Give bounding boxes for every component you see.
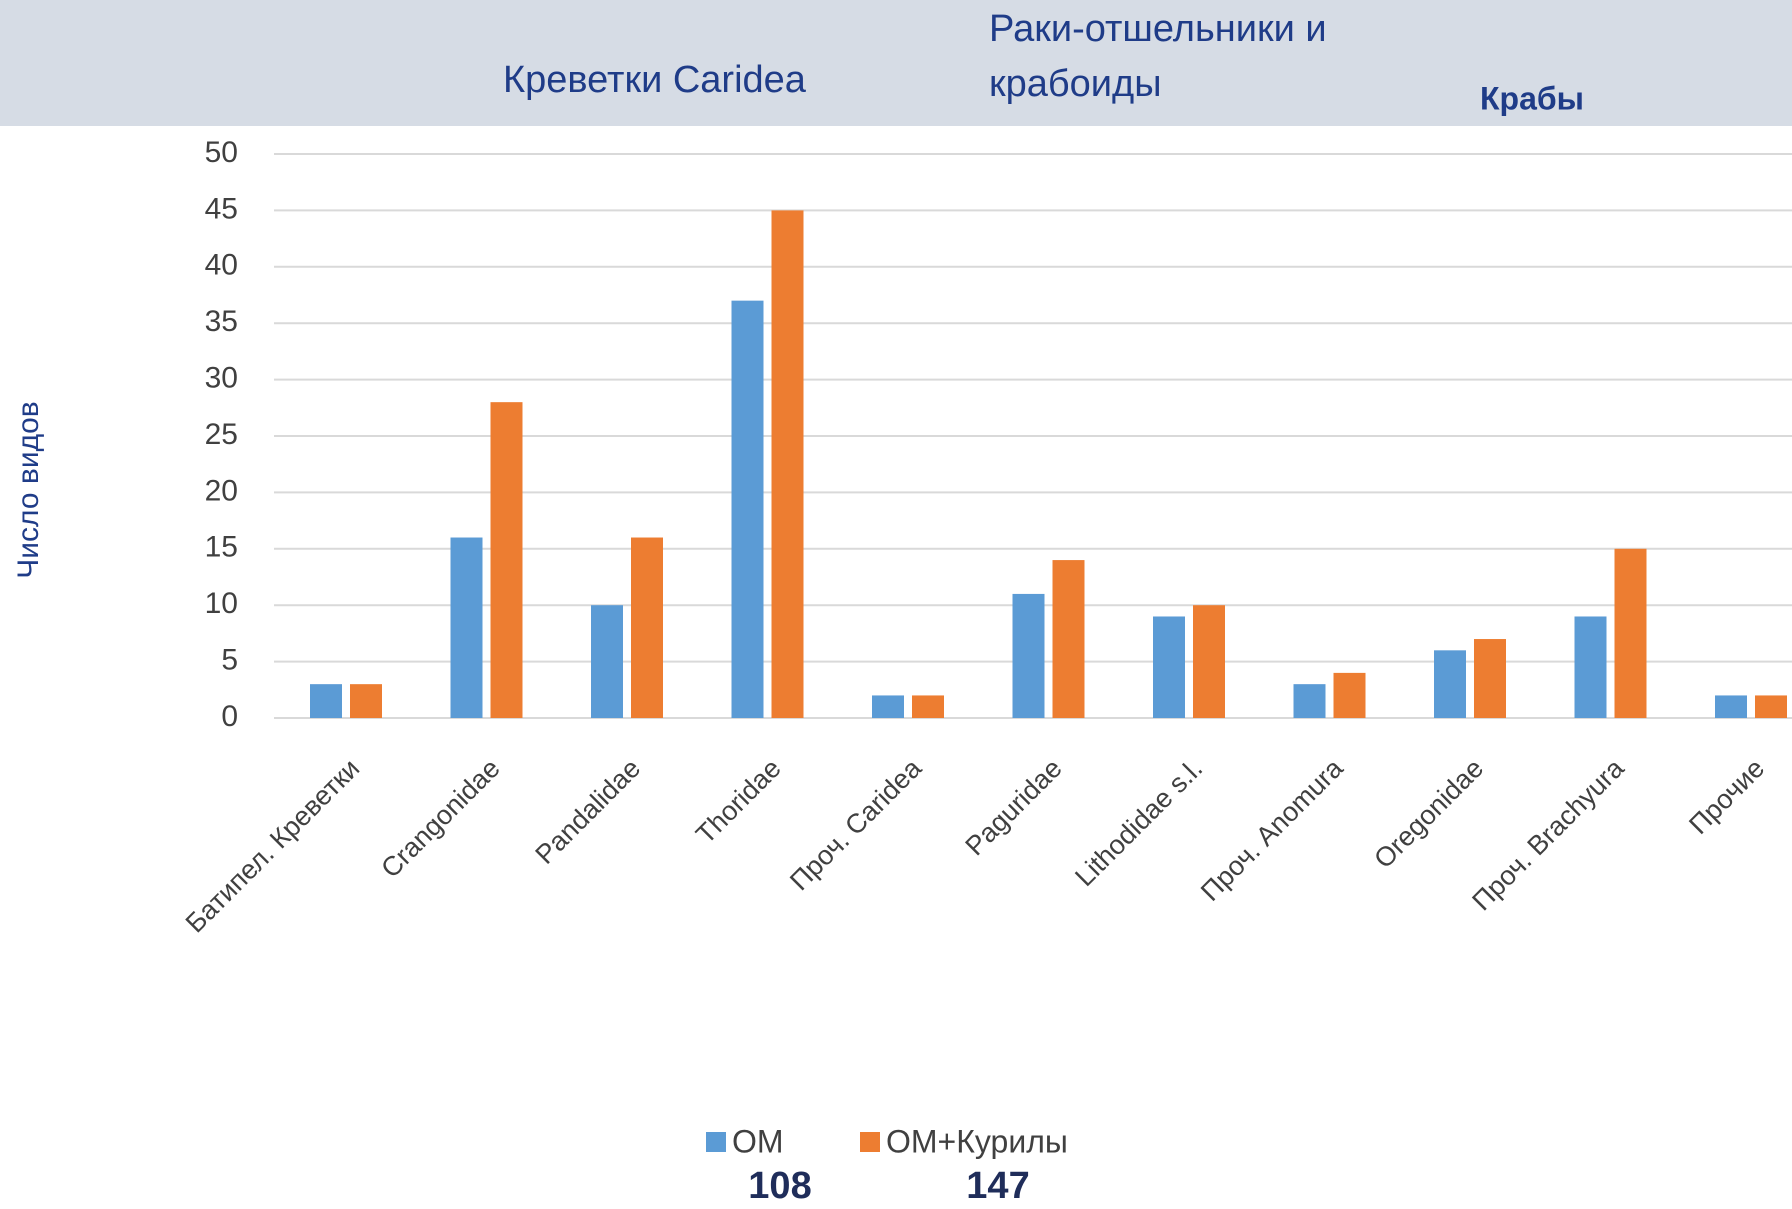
legend-label: ОМ xyxy=(732,1123,784,1159)
bar xyxy=(310,684,342,718)
x-tick-label: Проч. Anomura xyxy=(1195,752,1349,906)
x-tick-label: Прочие xyxy=(1683,753,1770,840)
y-tick-label: 50 xyxy=(205,136,238,169)
bar xyxy=(912,695,944,718)
x-tick-label: Lithodidae s.l. xyxy=(1069,753,1208,892)
legend-label: ОМ+Курилы xyxy=(886,1123,1068,1159)
y-axis-label: Число видов xyxy=(12,401,45,578)
chart: Число видов Креветки Caridea Раки-отшельн… xyxy=(0,0,1792,1209)
x-tick-label: Thoridae xyxy=(690,753,787,850)
y-tick-label: 20 xyxy=(205,474,238,507)
bar xyxy=(1193,605,1225,718)
bar xyxy=(1153,616,1185,718)
x-tick-label: Oregonidae xyxy=(1368,753,1489,874)
x-tick-label: Проч. Brachyura xyxy=(1466,752,1630,916)
bar xyxy=(1053,560,1085,718)
bar xyxy=(1575,616,1607,718)
bar xyxy=(1474,639,1506,718)
total-label: 147 xyxy=(966,1165,1029,1207)
y-tick-label: 15 xyxy=(205,531,238,564)
y-tick-label: 40 xyxy=(205,249,238,282)
y-tick-label: 30 xyxy=(205,362,238,395)
total-label: 108 xyxy=(748,1165,811,1207)
bar xyxy=(772,210,804,718)
bar xyxy=(872,695,904,718)
y-tick-label: 35 xyxy=(205,305,238,338)
legend-swatch xyxy=(706,1132,726,1152)
x-tick-label: Батипел. Креветки xyxy=(180,753,365,938)
group-label: Крабы xyxy=(1480,80,1584,116)
x-tick-label: Paguridae xyxy=(960,753,1068,861)
group-label: Креветки Caridea xyxy=(503,59,807,101)
y-tick-label: 45 xyxy=(205,192,238,225)
y-tick-label: 25 xyxy=(205,418,238,451)
group-label: крабоиды xyxy=(989,63,1162,105)
bar xyxy=(1013,594,1045,718)
bar xyxy=(1615,549,1647,718)
y-tick-label: 10 xyxy=(205,587,238,620)
bar xyxy=(1434,650,1466,718)
x-tick-label: Проч. Caridea xyxy=(784,752,928,896)
bar xyxy=(1715,695,1747,718)
y-tick-label: 5 xyxy=(221,644,238,677)
bar xyxy=(1334,673,1366,718)
bar xyxy=(631,538,663,718)
y-tick-label: 0 xyxy=(221,700,238,733)
bar xyxy=(451,538,483,718)
bar xyxy=(591,605,623,718)
legend-swatch xyxy=(860,1132,880,1152)
bar xyxy=(350,684,382,718)
group-label: Раки-отшельники и xyxy=(989,8,1327,50)
bar xyxy=(1755,695,1787,718)
x-tick-label: Pandalidae xyxy=(530,753,647,870)
bar xyxy=(491,402,523,718)
bar xyxy=(1294,684,1326,718)
bar xyxy=(732,301,764,718)
x-tick-label: Crangonidae xyxy=(375,753,506,884)
